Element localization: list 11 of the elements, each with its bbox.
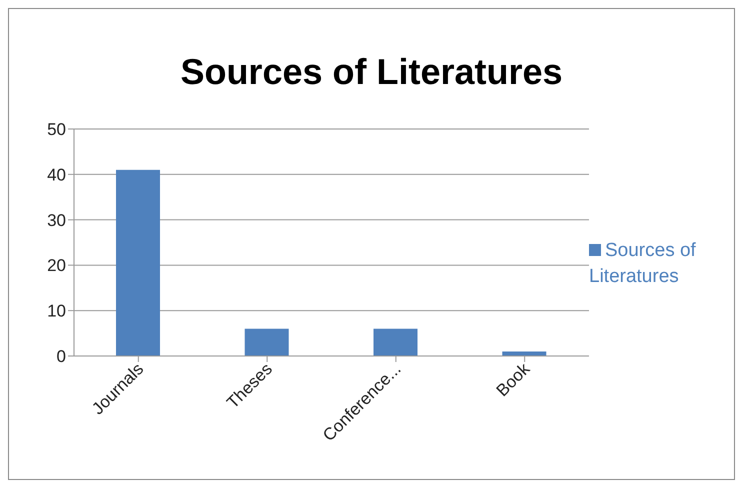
chart-title: Sources of Literatures — [179, 50, 564, 94]
y-tick-label: 40 — [47, 165, 66, 184]
y-tick-label: 30 — [47, 210, 66, 230]
y-tick-label: 10 — [47, 302, 66, 321]
legend-label: Sources of Literatures — [589, 240, 696, 286]
bar — [244, 328, 289, 356]
y-tick-label: 50 — [47, 120, 66, 140]
bar — [374, 328, 418, 356]
y-tick-label: 0 — [56, 347, 66, 366]
bar — [116, 170, 160, 356]
y-tick-label: 20 — [47, 256, 66, 276]
